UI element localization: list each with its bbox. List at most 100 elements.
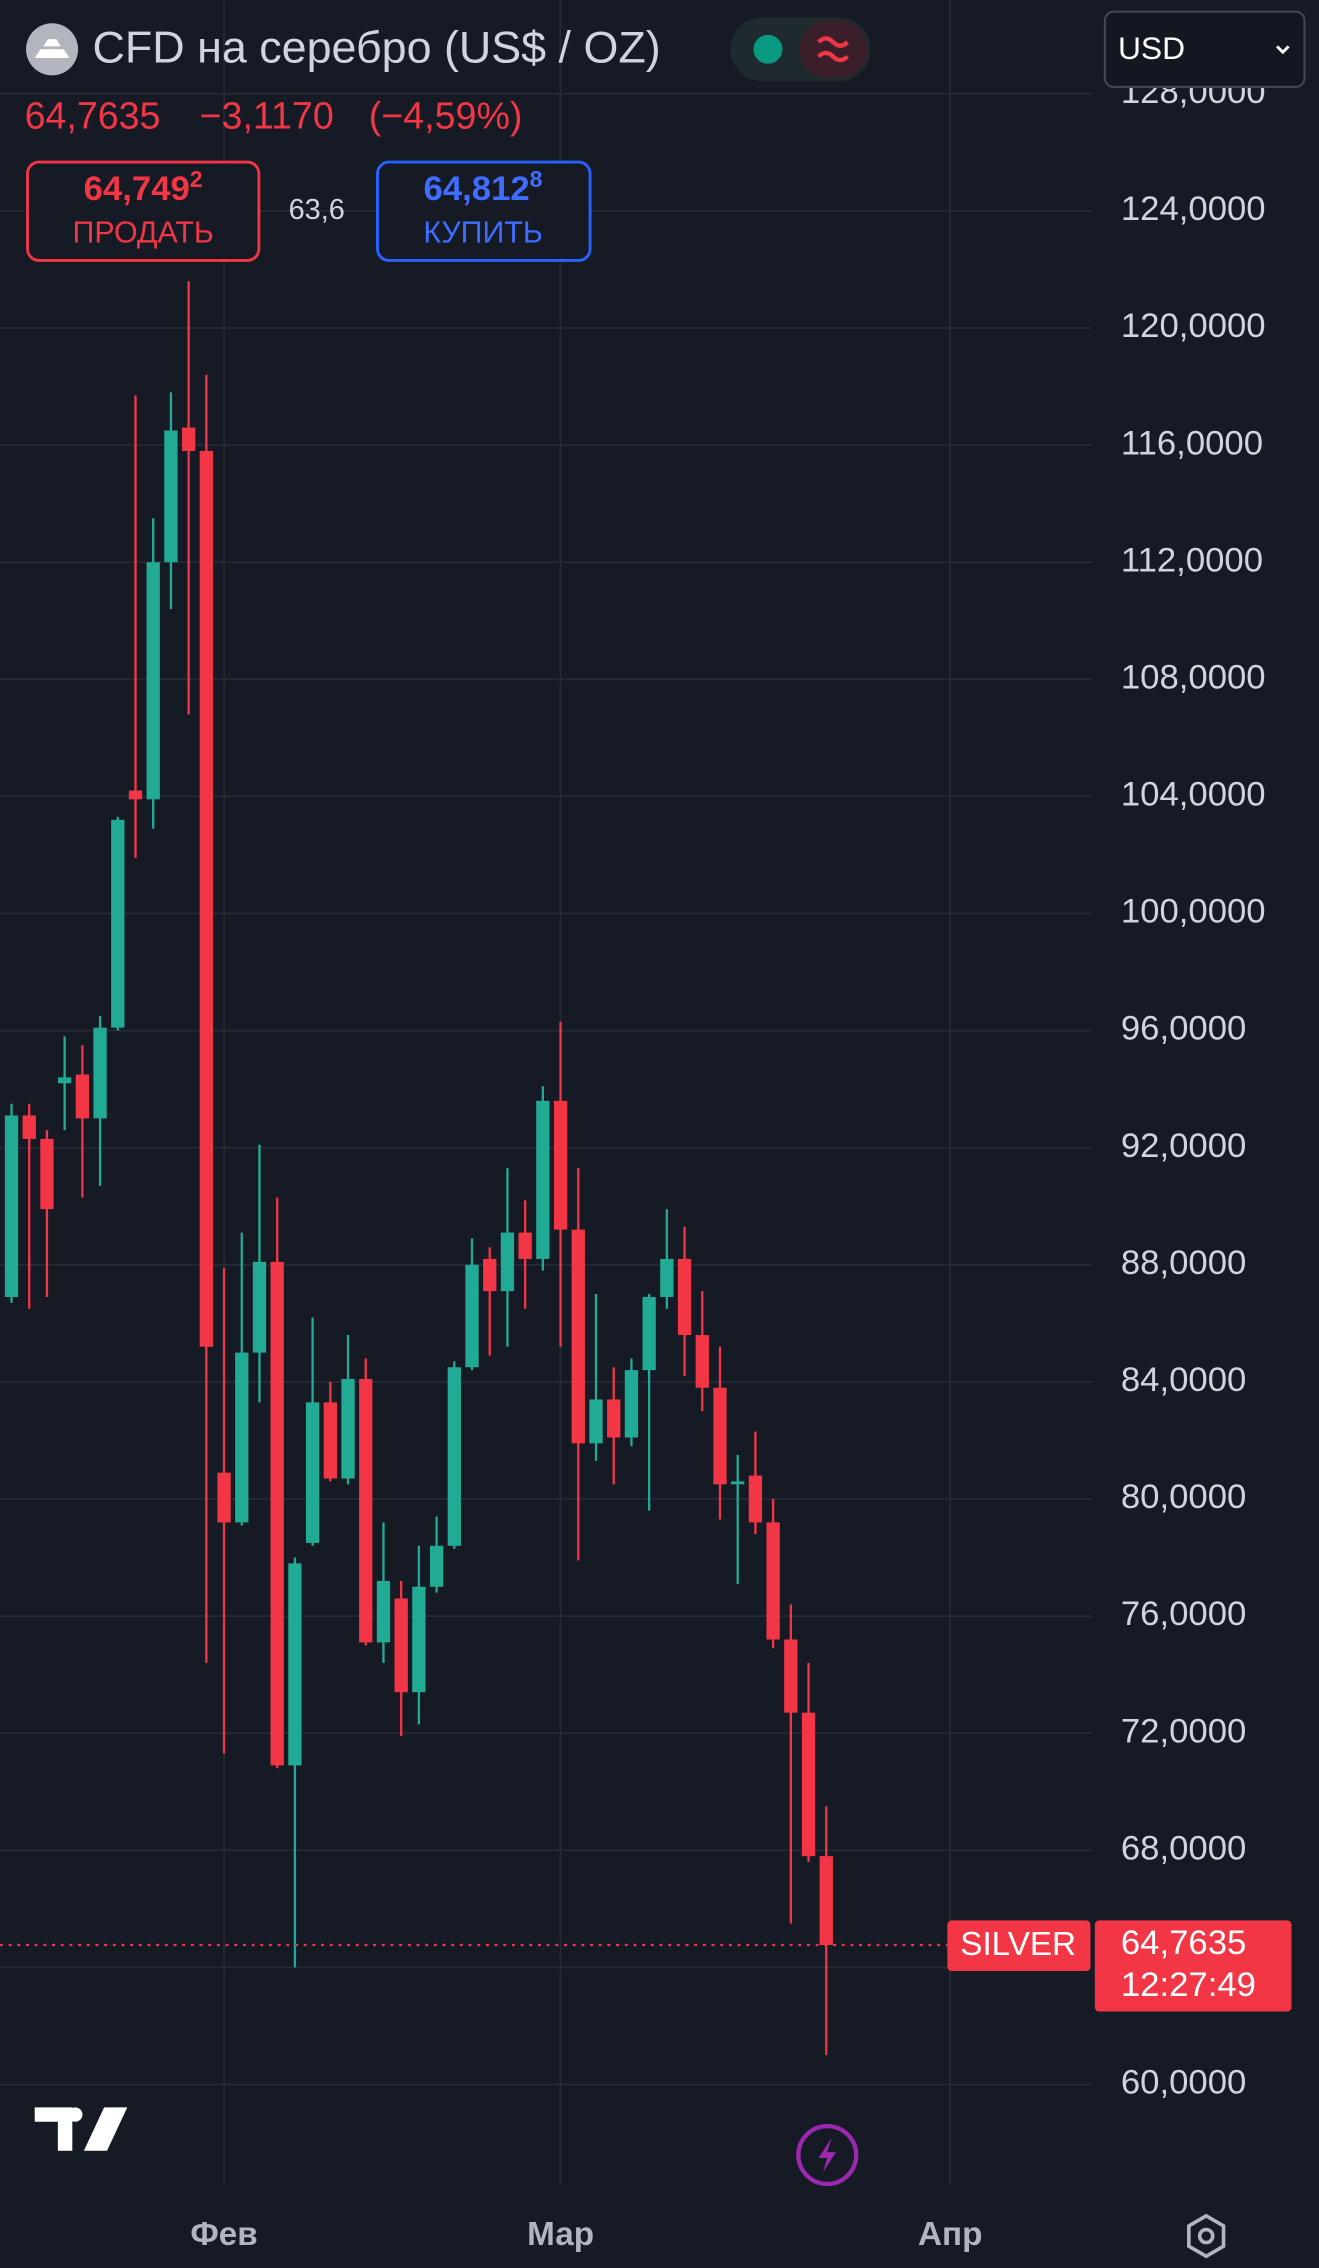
symbol-tag-label: SILVER	[960, 1926, 1076, 1963]
candle-body	[465, 1264, 479, 1368]
y-tick-label: 88,0000	[1121, 1244, 1246, 1282]
candle-body	[447, 1367, 461, 1546]
y-tick-label: 72,0000	[1121, 1712, 1246, 1750]
candle-body	[607, 1399, 621, 1438]
candle-body	[22, 1115, 36, 1139]
candle-body	[429, 1545, 444, 1587]
candle-body	[341, 1378, 355, 1479]
candle-body	[128, 790, 143, 800]
y-tick-label: 84,0000	[1121, 1361, 1246, 1399]
buy-price-sup: 8	[530, 166, 543, 192]
candle-body	[305, 1402, 320, 1543]
sell-price-main: 64,749	[84, 170, 190, 208]
change-percent: (−4,59%)	[369, 95, 523, 137]
buy-button[interactable]	[376, 160, 592, 262]
y-tick-label: 120,0000	[1121, 307, 1266, 345]
candle-body	[235, 1352, 249, 1523]
sell-price: 64,7492	[84, 166, 203, 208]
tv-logo-dot	[67, 2107, 83, 2122]
candle-body	[412, 1586, 426, 1693]
candle-body	[270, 1261, 284, 1766]
candle-body	[323, 1402, 337, 1479]
settings-button[interactable]	[1187, 2213, 1226, 2259]
price-tag	[1094, 1920, 1292, 2012]
candle-body	[766, 1522, 780, 1640]
candle-body	[589, 1399, 603, 1444]
market-open-dot	[753, 34, 783, 64]
candle-body	[199, 450, 213, 1347]
symbol-icon-bars	[34, 39, 70, 58]
y-tick-label: 100,0000	[1121, 893, 1266, 931]
candle-body	[376, 1580, 391, 1643]
y-tick-label: 124,0000	[1121, 190, 1266, 228]
settings-icon	[1197, 2227, 1215, 2245]
y-tick-label: 116,0000	[1121, 424, 1263, 462]
countdown: 12:27:49	[1121, 1966, 1256, 2004]
overlay: SILVER 64,7635 12:27:49	[0, 1920, 1292, 2012]
last-price: 64,7635	[25, 95, 161, 137]
y-tick-label: 108,0000	[1121, 658, 1266, 696]
candle-body	[677, 1258, 692, 1336]
sell-button[interactable]	[26, 160, 261, 262]
candle-body	[784, 1639, 798, 1713]
candle-body	[252, 1261, 267, 1353]
x-tick-label: Апр	[918, 2216, 982, 2253]
currency: USD	[1118, 30, 1185, 66]
candle-body	[288, 1563, 302, 1766]
candle-body	[93, 1027, 107, 1119]
x-tick-label: Фев	[190, 2216, 257, 2253]
chevron	[1276, 45, 1290, 55]
buy-price-main: 64,812	[424, 170, 530, 208]
y-tick-label: 104,0000	[1121, 776, 1266, 814]
currency-select[interactable]	[1103, 10, 1306, 88]
candle-body	[518, 1232, 532, 1259]
y-tick-label: 92,0000	[1121, 1127, 1246, 1165]
y-tick-label: 76,0000	[1121, 1595, 1246, 1633]
candle-body	[217, 1472, 231, 1523]
y-tick-label: 96,0000	[1121, 1010, 1246, 1048]
lightning-icon	[818, 2137, 836, 2173]
candle-body	[4, 1115, 19, 1297]
candle-body	[394, 1598, 408, 1693]
candle-body	[111, 819, 125, 1028]
buy-price: 64,8128	[424, 166, 543, 208]
lightning-button[interactable]	[796, 2123, 859, 2187]
price-tag-label: 64,7635	[1121, 1924, 1246, 1962]
candle-body	[483, 1258, 497, 1292]
candle-body	[624, 1370, 639, 1438]
candle-body	[146, 562, 160, 800]
y-tick-label: 80,0000	[1121, 1478, 1246, 1516]
candle-body	[181, 427, 196, 451]
title[interactable]: CFD на серебро (US$ / OZ)	[93, 22, 661, 73]
candles	[4, 281, 833, 2056]
sell-price-sup: 2	[190, 166, 203, 192]
candle-body	[642, 1296, 656, 1371]
candle-body	[660, 1258, 674, 1297]
candle-body	[40, 1138, 54, 1210]
candle-body	[713, 1387, 727, 1485]
candle-body	[731, 1481, 745, 1485]
candle-body	[571, 1229, 585, 1444]
delay-icon	[817, 36, 850, 63]
delay-badge	[799, 20, 868, 79]
candle-body	[75, 1074, 90, 1119]
candle-body	[695, 1335, 709, 1388]
candle-body	[164, 430, 178, 563]
candle-body	[57, 1077, 72, 1084]
candle-body	[359, 1378, 373, 1643]
candle-body	[500, 1232, 515, 1292]
x-tick-label: Мар	[527, 2216, 594, 2253]
y-tick-label: 60,0000	[1121, 2064, 1246, 2102]
buy-label: КУПИТЬ	[423, 216, 542, 249]
symbol-tag	[947, 1920, 1091, 1972]
y-tick-label: 112,0000	[1121, 541, 1263, 579]
grid	[0, 0, 1092, 2184]
y-tick-label: 68,0000	[1121, 1829, 1246, 1867]
sell-label: ПРОДАТЬ	[73, 216, 214, 249]
candle-body	[748, 1475, 763, 1523]
change: −3,1170	[200, 95, 334, 137]
spread: 63,6	[289, 194, 345, 226]
